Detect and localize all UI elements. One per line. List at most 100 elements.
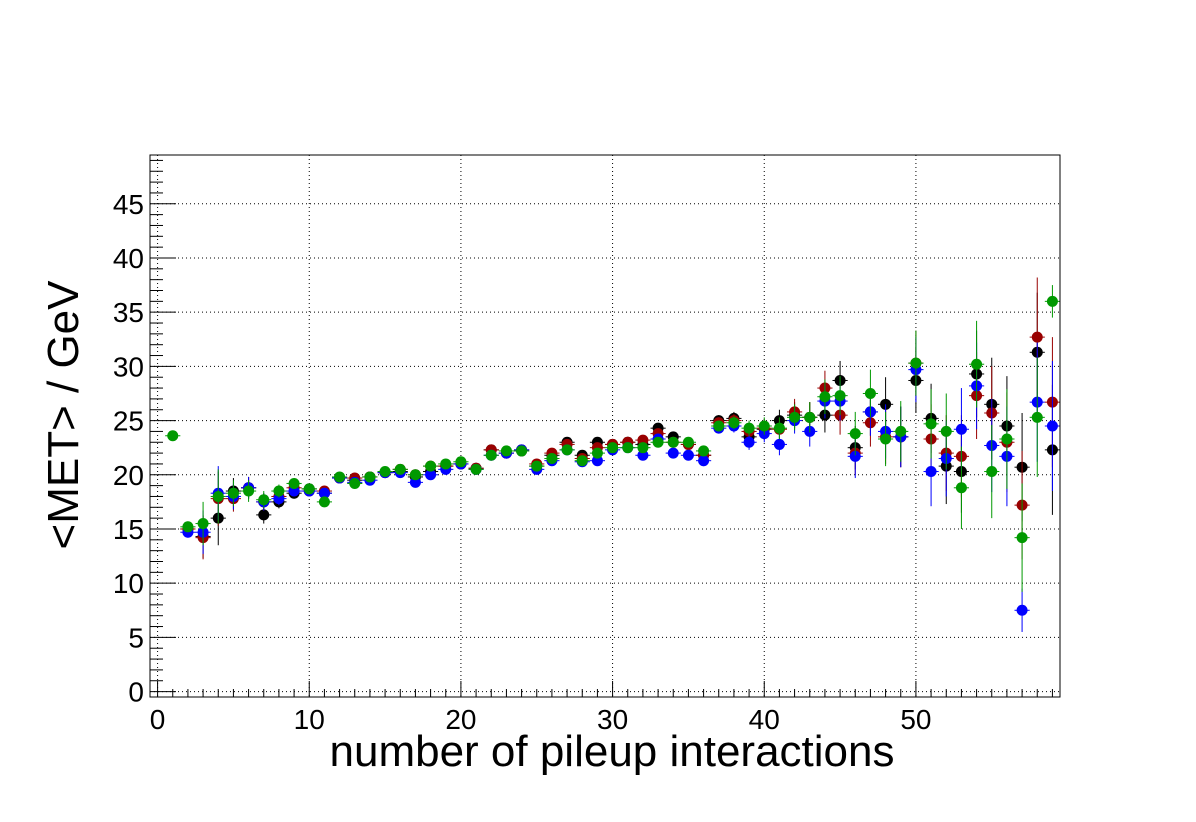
x-axis-tick-labels: 0 10 20 30 40 50 (150, 704, 932, 735)
data-point (667, 436, 679, 448)
series-3 (165, 285, 1060, 592)
data-point (364, 471, 376, 483)
data-point (425, 469, 437, 481)
minor-ticks (150, 159, 1053, 697)
data-point (576, 455, 588, 467)
data-point (409, 476, 421, 488)
data-point (591, 447, 603, 459)
data-point (258, 509, 270, 521)
data-point (197, 518, 209, 530)
data-point (288, 485, 300, 497)
y-tick-label: 10 (113, 568, 144, 599)
data-point (743, 422, 755, 434)
data-point (895, 425, 907, 437)
data-point (227, 487, 239, 499)
data-point (546, 453, 558, 465)
data-point (1001, 433, 1013, 445)
data-point (212, 490, 224, 502)
data-point (743, 436, 755, 448)
data-point (955, 482, 967, 494)
x-tick-label: 40 (749, 704, 780, 735)
data-point (925, 418, 937, 430)
data-point (516, 445, 528, 457)
data-point (819, 391, 831, 403)
data-point (864, 387, 876, 399)
data-point (940, 425, 952, 437)
data-point (591, 455, 603, 467)
data-point (243, 485, 255, 497)
y-tick-label: 0 (128, 677, 144, 708)
data-point (318, 487, 330, 499)
y-tick-label: 25 (113, 406, 144, 437)
data-point (637, 442, 649, 454)
data-point (955, 423, 967, 435)
data-point (1031, 411, 1043, 423)
data-point (349, 477, 361, 489)
data-point (758, 420, 770, 432)
data-point (637, 449, 649, 461)
x-tick-label: 10 (294, 704, 325, 735)
y-axis-tick-labels: 0 5 10 15 20 25 30 35 40 45 (113, 189, 144, 708)
data-point (500, 445, 512, 457)
data-point (379, 466, 391, 478)
data-point (1046, 420, 1058, 432)
data-point (682, 449, 694, 461)
data-point (182, 521, 194, 533)
x-axis-title: number of pileup interactions (330, 727, 895, 776)
data-point (607, 442, 619, 454)
data-point (773, 422, 785, 434)
y-axis-title: <MET> / GeV (39, 280, 88, 550)
data-point (455, 456, 467, 468)
data-point (849, 428, 861, 440)
data-point (561, 444, 573, 456)
data-point (713, 420, 725, 432)
data-point (880, 433, 892, 445)
data-point (652, 436, 664, 448)
data-point (303, 483, 315, 495)
y-tick-label: 5 (128, 622, 144, 653)
data-point (440, 458, 452, 470)
data-point (789, 411, 801, 423)
y-tick-label: 15 (113, 514, 144, 545)
data-point (971, 358, 983, 370)
data-point (409, 469, 421, 481)
y-tick-label: 20 (113, 460, 144, 491)
plot-frame (149, 154, 1061, 698)
data-point (334, 471, 346, 483)
data-point (849, 450, 861, 462)
data-point (273, 485, 285, 497)
data-point (986, 466, 998, 478)
data-point (485, 449, 497, 461)
data-point (470, 463, 482, 475)
x-tick-label: 30 (597, 704, 628, 735)
x-tick-label: 0 (150, 704, 166, 735)
data-point (531, 460, 543, 472)
data-point (637, 434, 649, 446)
x-tick-label: 50 (900, 704, 931, 735)
data-point (667, 447, 679, 459)
data-point (1016, 604, 1028, 616)
y-tick-label: 30 (113, 351, 144, 382)
data-point (258, 494, 270, 506)
data-point (925, 466, 937, 478)
data-point (773, 438, 785, 450)
data-point (728, 417, 740, 429)
data-point (425, 460, 437, 472)
data-point (288, 477, 300, 489)
data-series (165, 277, 1060, 632)
data-point (1031, 331, 1043, 343)
data-point (1046, 295, 1058, 307)
data-point (682, 436, 694, 448)
y-tick-label: 45 (113, 189, 144, 220)
y-tick-label: 35 (113, 297, 144, 328)
data-point (698, 455, 710, 467)
data-point (698, 445, 710, 457)
data-point (834, 390, 846, 402)
data-point (318, 496, 330, 508)
data-point (1016, 532, 1028, 544)
data-point (804, 411, 816, 423)
data-point (910, 357, 922, 369)
data-point (273, 493, 285, 505)
